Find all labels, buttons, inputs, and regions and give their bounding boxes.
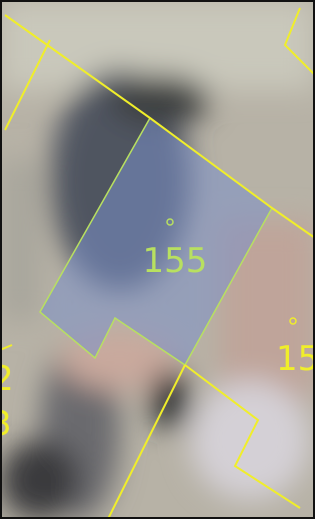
parcel-label: 156 — [276, 339, 315, 379]
parcel-label: 2 — [0, 359, 14, 399]
parcel-label: 155 — [143, 241, 208, 281]
page: 155 156 2 3 (() => { const data = JSON.p… — [0, 0, 315, 519]
map: 155 156 2 3 — [0, 0, 315, 519]
